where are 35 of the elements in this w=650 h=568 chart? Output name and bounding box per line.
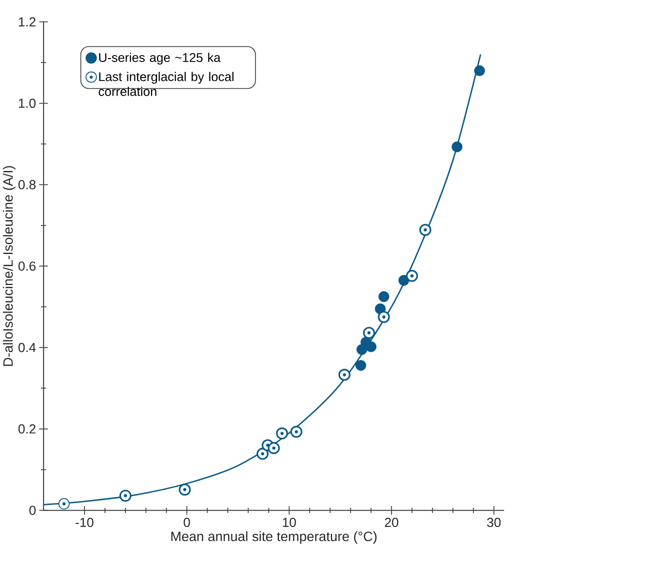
point [119,490,132,502]
point [378,291,390,302]
point [256,448,269,460]
x-tick-label: -10 [76,518,94,528]
point [355,360,366,371]
point [290,426,302,438]
point [406,270,418,282]
x-tick-label: 30 [487,518,501,528]
point [474,65,485,76]
y-tick-label: 0.6 [18,261,36,271]
line-series [42,54,482,506]
y-tick-label: 1.0 [18,98,36,108]
point [276,427,288,440]
point [338,368,350,381]
legend-label: Last interglacial by local correlation [98,72,234,96]
y-tick-label: 0.2 [18,424,36,434]
point [268,442,280,454]
point [378,310,390,323]
point [419,224,432,236]
point [366,341,376,352]
point [363,326,376,339]
x-axis-title: Mean annual site temperature (°C) [171,531,377,544]
x-tick-label: 0 [184,518,190,528]
y-tick-label: 0 [29,506,36,515]
x-tick-label: 20 [384,518,398,528]
x-tick-label: 10 [282,518,296,528]
legend-label: U-series age ~125 ka [99,52,221,64]
point [452,141,462,152]
point [178,484,191,496]
point [398,274,410,286]
y-tick-label: 0.8 [18,180,36,190]
point [58,498,70,510]
y-tick-label: 1.2 [18,17,36,26]
y-axis-title: D-alloIsoleucine/L-Isoleucine (A/I) [2,166,16,366]
y-tick-label: 0.4 [18,342,36,352]
